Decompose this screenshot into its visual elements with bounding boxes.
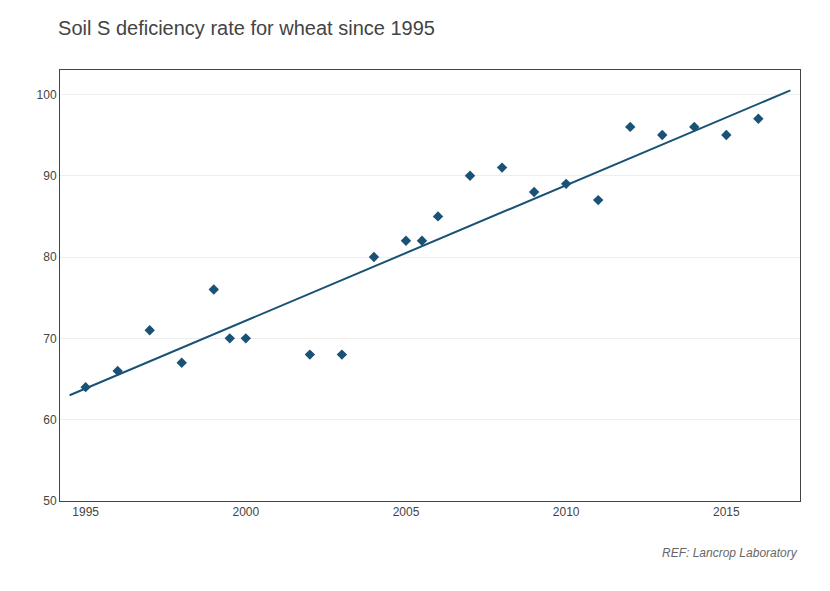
svg-text:50: 50 (43, 494, 57, 508)
svg-text:2015: 2015 (713, 505, 740, 519)
svg-text:70: 70 (43, 332, 57, 346)
svg-text:1995: 1995 (72, 505, 99, 519)
svg-text:60: 60 (43, 413, 57, 427)
svg-text:100: 100 (37, 88, 57, 102)
svg-text:2000: 2000 (232, 505, 259, 519)
svg-text:REF: Lancrop Laboratory: REF: Lancrop Laboratory (662, 546, 798, 560)
svg-text:2010: 2010 (553, 505, 580, 519)
svg-text:Soil S deficiency rate for whe: Soil S deficiency rate for wheat since 1… (58, 17, 435, 39)
svg-text:80: 80 (43, 250, 57, 264)
svg-text:90: 90 (43, 169, 57, 183)
svg-text:2005: 2005 (393, 505, 420, 519)
